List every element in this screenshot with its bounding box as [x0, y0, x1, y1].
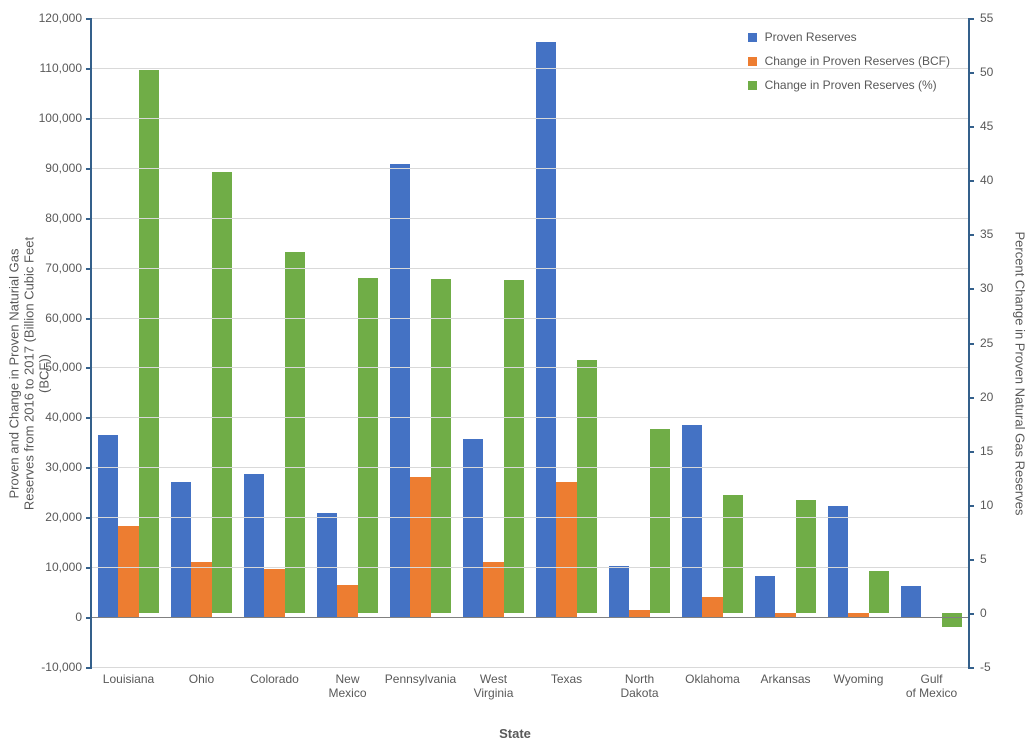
- y-left-tick-label: 10,000: [22, 560, 82, 574]
- legend-item: Change in Proven Reserves (BCF): [748, 54, 950, 68]
- bar-change_bcf: [264, 569, 284, 617]
- bar-change_pct: [942, 613, 962, 627]
- gridline: [92, 318, 968, 319]
- bar-change_pct: [212, 172, 232, 613]
- gridline: [92, 118, 968, 119]
- bar-proven: [171, 482, 191, 617]
- y-right-tick-label: 0: [980, 606, 1020, 620]
- category-group: Arkansas: [749, 18, 822, 667]
- bar-proven: [755, 576, 775, 617]
- x-tick-label: Gulfof Mexico: [888, 673, 976, 701]
- gridline: [92, 268, 968, 269]
- y-right-tick-label: 15: [980, 444, 1020, 458]
- category-group: NorthDakota: [603, 18, 676, 667]
- bar-proven: [244, 474, 264, 617]
- y-right-tick-label: 55: [980, 11, 1020, 25]
- legend-label: Change in Proven Reserves (BCF): [765, 54, 950, 68]
- bar-proven: [682, 425, 702, 617]
- category-group: Gulfof Mexico: [895, 18, 968, 667]
- bar-change_pct: [358, 278, 378, 613]
- y-left-tick-label: 90,000: [22, 161, 82, 175]
- y-right-tick-label: 10: [980, 498, 1020, 512]
- category-group: Wyoming: [822, 18, 895, 667]
- bar-change_bcf: [410, 477, 430, 617]
- bar-proven: [463, 439, 483, 617]
- bar-change_pct: [285, 252, 305, 613]
- category-group: Colorado: [238, 18, 311, 667]
- bar-change_pct: [431, 279, 451, 613]
- y-right-tick-label: 50: [980, 65, 1020, 79]
- legend-item: Proven Reserves: [748, 30, 950, 44]
- y-left-tick-label: 110,000: [22, 61, 82, 75]
- gridline: [92, 18, 968, 19]
- bar-change_pct: [723, 495, 743, 613]
- legend-swatch: [748, 81, 757, 90]
- bar-proven: [901, 586, 921, 617]
- y-left-tick-label: -10,000: [22, 660, 82, 674]
- y-left-tick-label: 70,000: [22, 261, 82, 275]
- reserves-bar-chart: Proven and Change in Proven Naturial Gas…: [0, 0, 1030, 747]
- bar-proven: [390, 164, 410, 617]
- x-axis-title: State: [0, 726, 1030, 741]
- bar-change_pct: [650, 429, 670, 613]
- bar-change_bcf: [483, 562, 503, 617]
- y-right-tick-label: 30: [980, 281, 1020, 295]
- y-right-tick-label: 45: [980, 119, 1020, 133]
- category-group: Texas: [530, 18, 603, 667]
- y-right-tick-label: 5: [980, 552, 1020, 566]
- gridline: [92, 367, 968, 368]
- legend-item: Change in Proven Reserves (%): [748, 78, 950, 92]
- bar-change_bcf: [118, 526, 138, 617]
- gridline: [92, 617, 968, 618]
- y-left-tick-label: 100,000: [22, 111, 82, 125]
- y-left-tick-label: 20,000: [22, 510, 82, 524]
- legend-swatch: [748, 33, 757, 42]
- gridline: [92, 467, 968, 468]
- category-group: Ohio: [165, 18, 238, 667]
- bar-change_bcf: [702, 597, 722, 617]
- bar-proven: [609, 566, 629, 617]
- y-left-tick-label: 40,000: [22, 410, 82, 424]
- plot-area: LouisianaOhioColoradoNewMexicoPennsylvan…: [90, 18, 970, 667]
- bar-proven: [536, 42, 556, 617]
- gridline: [92, 417, 968, 418]
- y-right-tick-label: -5: [980, 660, 1020, 674]
- legend-label: Change in Proven Reserves (%): [765, 78, 937, 92]
- category-group: NewMexico: [311, 18, 384, 667]
- legend-swatch: [748, 57, 757, 66]
- bar-change_pct: [869, 571, 889, 613]
- legend-label: Proven Reserves: [765, 30, 857, 44]
- category-group: Louisiana: [92, 18, 165, 667]
- bar-change_bcf: [556, 482, 576, 617]
- y-left-tick-label: 60,000: [22, 311, 82, 325]
- bar-proven: [828, 506, 848, 617]
- y-right-tick-label: 20: [980, 390, 1020, 404]
- bar-proven: [98, 435, 118, 617]
- category-group: Pennsylvania: [384, 18, 457, 667]
- y-left-tick-label: 120,000: [22, 11, 82, 25]
- bar-change_bcf: [337, 585, 357, 617]
- bar-change_bcf: [629, 610, 649, 617]
- y-left-tick-label: 0: [22, 610, 82, 624]
- y-right-tick-label: 25: [980, 336, 1020, 350]
- y-left-tick-label: 50,000: [22, 360, 82, 374]
- y-right-tick-label: 40: [980, 173, 1020, 187]
- gridline: [92, 218, 968, 219]
- bar-change_pct: [139, 70, 159, 613]
- gridline: [92, 667, 968, 668]
- category-group: Oklahoma: [676, 18, 749, 667]
- y-left-tick-label: 80,000: [22, 211, 82, 225]
- bar-proven: [317, 513, 337, 617]
- bar-change_pct: [577, 360, 597, 613]
- gridline: [92, 517, 968, 518]
- chart-legend: Proven Reserves Change in Proven Reserves…: [748, 30, 950, 102]
- gridline: [92, 168, 968, 169]
- y-right-tick-label: 35: [980, 227, 1020, 241]
- category-group: WestVirginia: [457, 18, 530, 667]
- y-left-tick-label: 30,000: [22, 460, 82, 474]
- bar-change_pct: [504, 280, 524, 613]
- gridline: [92, 567, 968, 568]
- bar-change_bcf: [191, 562, 211, 617]
